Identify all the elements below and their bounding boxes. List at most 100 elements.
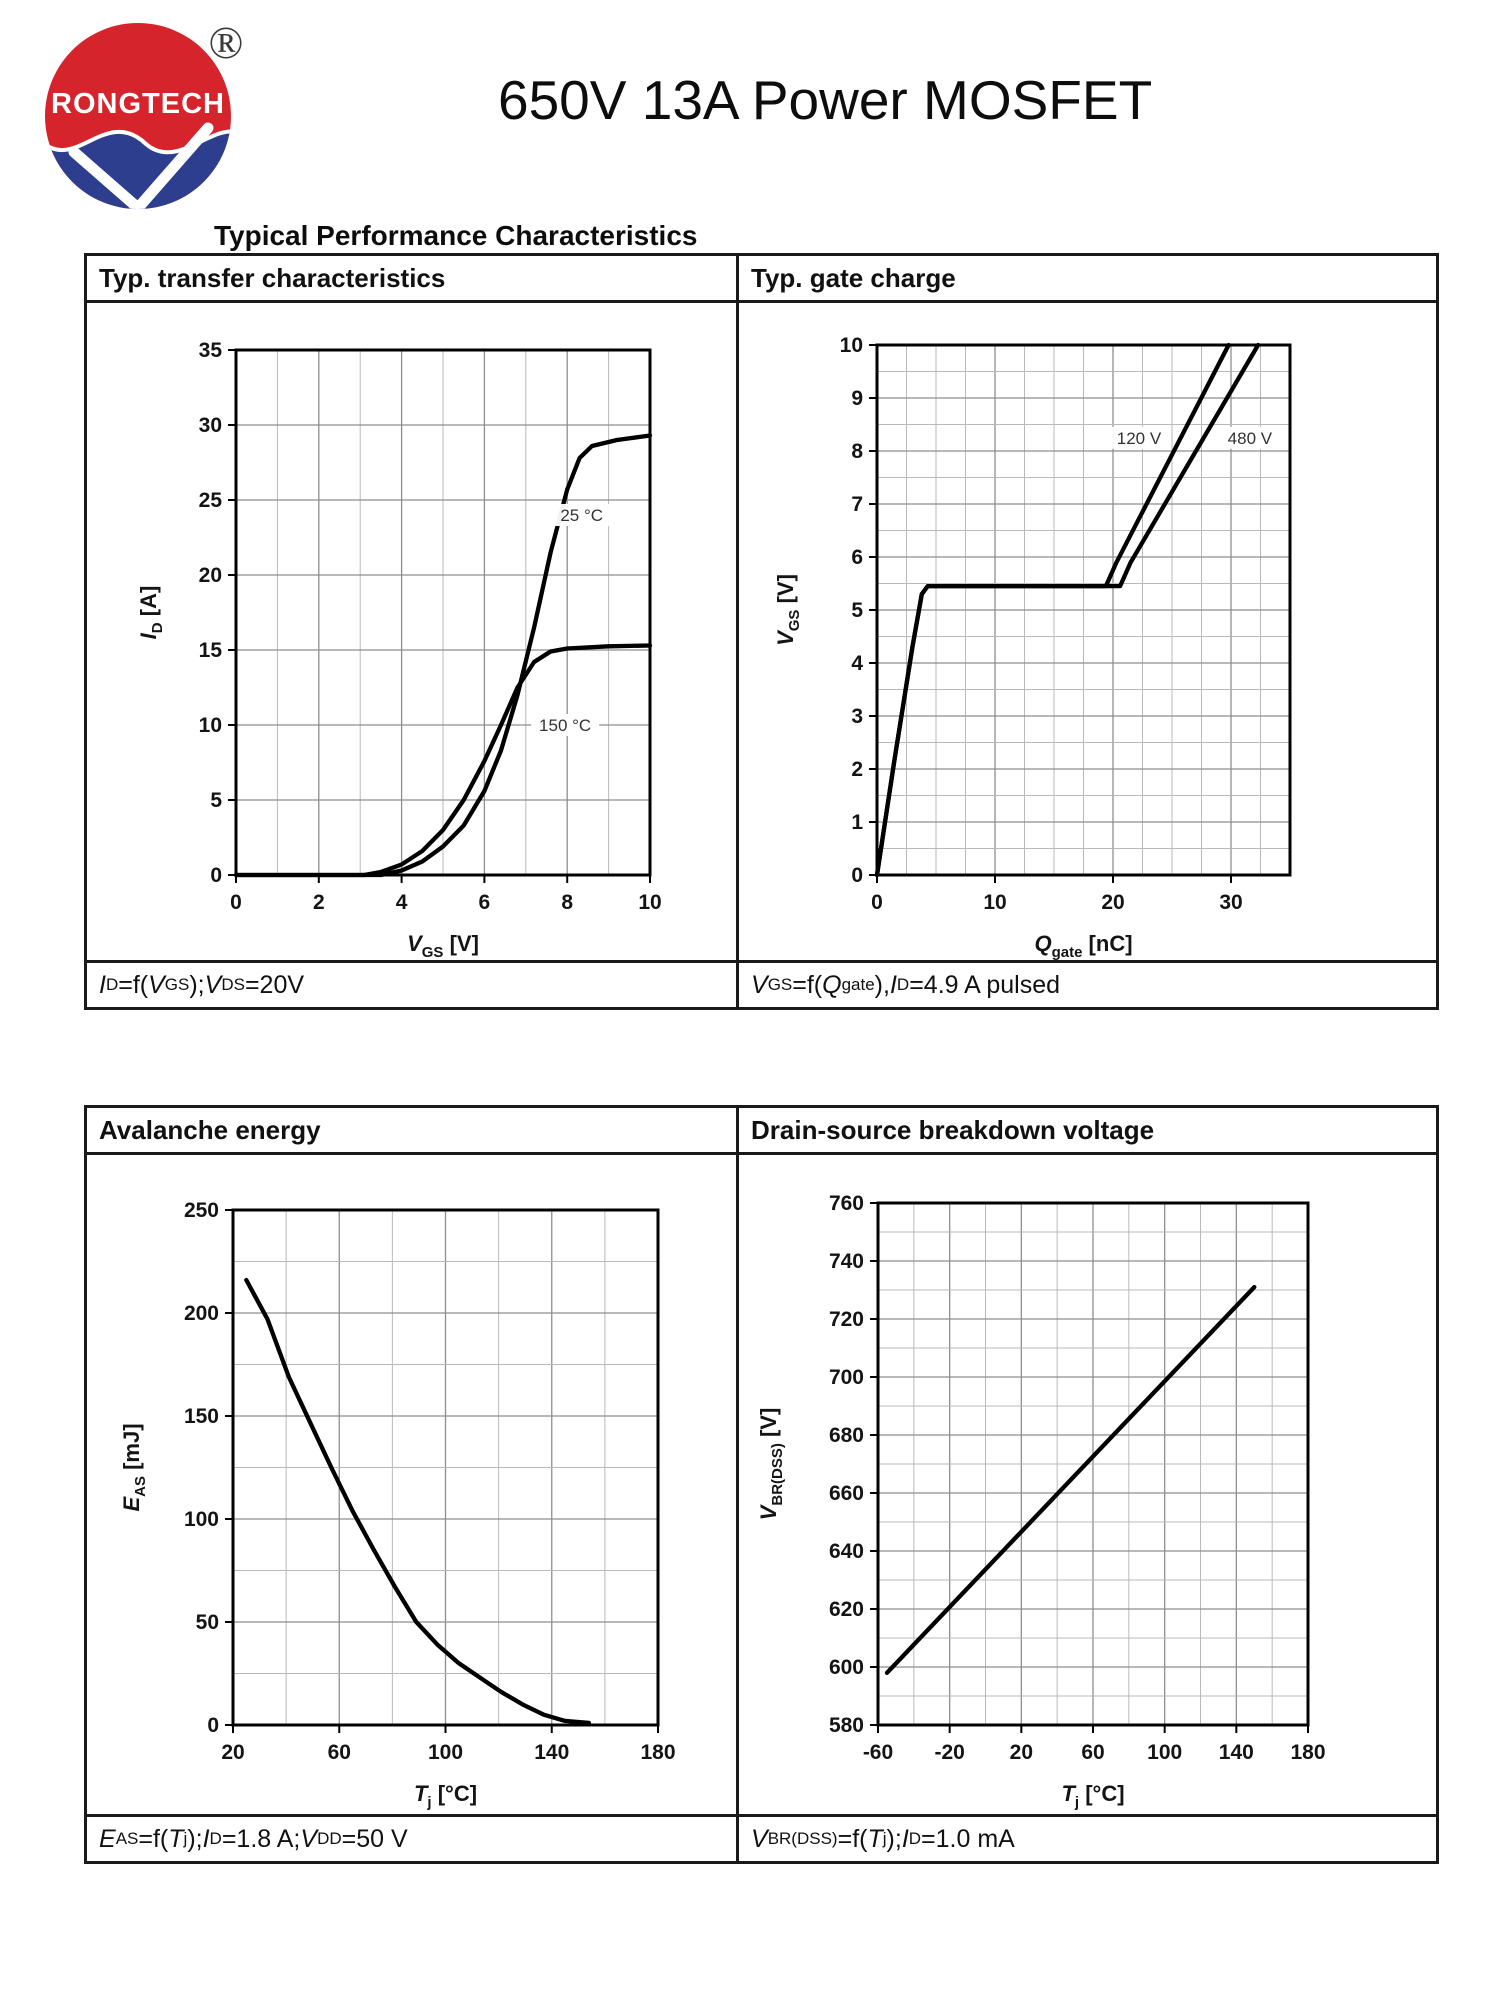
avalanche-energy-chart: 20 60 100 140 180 0 50 100 150 200 250 Tj [°C] EAS [… bbox=[119, 1199, 676, 1811]
table-body-row bbox=[87, 1155, 1436, 1814]
svg-text:25: 25 bbox=[199, 489, 223, 512]
panel-header-avalanche: Avalanche energy bbox=[87, 1108, 739, 1152]
svg-text:140: 140 bbox=[1219, 1741, 1254, 1764]
svg-text:760: 760 bbox=[829, 1192, 864, 1215]
svg-text:4: 4 bbox=[851, 652, 863, 675]
svg-text:VGS [V]: VGS [V] bbox=[407, 931, 479, 961]
chart-cell-avalanche bbox=[87, 1155, 739, 1814]
svg-text:10: 10 bbox=[983, 891, 1006, 914]
svg-text:180: 180 bbox=[1290, 1741, 1325, 1764]
svg-text:180: 180 bbox=[640, 1741, 675, 1764]
svg-text:10: 10 bbox=[199, 714, 222, 737]
svg-text:150 °C: 150 °C bbox=[539, 716, 591, 735]
panel-header-transfer: Typ. transfer characteristics bbox=[87, 256, 739, 300]
svg-text:660: 660 bbox=[829, 1482, 864, 1505]
svg-text:120 V: 120 V bbox=[1117, 429, 1162, 448]
svg-text:8: 8 bbox=[561, 891, 573, 914]
svg-text:-20: -20 bbox=[934, 1741, 964, 1764]
svg-text:60: 60 bbox=[328, 1741, 351, 1764]
svg-text:35: 35 bbox=[199, 339, 223, 362]
svg-text:15: 15 bbox=[199, 639, 223, 662]
svg-text:Qgate [nC]: Qgate [nC] bbox=[1034, 931, 1132, 961]
breakdown-voltage-chart: -60 -20 20 60 100 140 180 580 600 620 640 660 680 700… bbox=[756, 1192, 1326, 1811]
svg-text:4: 4 bbox=[396, 891, 408, 914]
gate-charge-chart: 0 10 20 30 0 1 2 3 4 5 6 7 8 9 10 120 V 480 V Qgate [nC] V… bbox=[773, 334, 1292, 961]
section-heading: Typical Performance Characteristics bbox=[214, 220, 698, 251]
svg-text:Tj [°C]: Tj [°C] bbox=[414, 1781, 477, 1811]
svg-text:6: 6 bbox=[851, 546, 863, 569]
svg-text:50: 50 bbox=[196, 1611, 219, 1634]
svg-text:60: 60 bbox=[1081, 1741, 1104, 1764]
svg-text:20: 20 bbox=[1101, 891, 1124, 914]
performance-table-top: Typ. transfer characteristics Typ. gate … bbox=[84, 253, 1439, 1010]
svg-text:Tj [°C]: Tj [°C] bbox=[1061, 1781, 1124, 1811]
table-header-row: Typ. transfer characteristics Typ. gate … bbox=[87, 256, 1436, 303]
svg-text:2: 2 bbox=[313, 891, 325, 914]
transfer-characteristics-chart: 0 2 4 6 8 10 0 5 10 15 20 25 30 35 25 °C 150 °C VGS [V] I… bbox=[136, 339, 662, 961]
svg-text:1: 1 bbox=[851, 811, 863, 834]
registered-mark-icon: ® bbox=[209, 17, 244, 68]
logo-wave-group bbox=[45, 122, 231, 209]
svg-text:200: 200 bbox=[184, 1302, 219, 1325]
svg-text:0: 0 bbox=[871, 891, 883, 914]
panel-header-breakdown: Drain-source breakdown voltage bbox=[739, 1108, 1436, 1152]
svg-text:150: 150 bbox=[184, 1405, 219, 1428]
svg-text:0: 0 bbox=[207, 1714, 219, 1737]
svg-text:10: 10 bbox=[840, 334, 863, 357]
svg-text:20: 20 bbox=[199, 564, 222, 587]
svg-text:9: 9 bbox=[851, 387, 863, 410]
svg-text:480 V: 480 V bbox=[1228, 429, 1273, 448]
brand-logo: RONGTECH ® bbox=[45, 17, 244, 209]
svg-text:700: 700 bbox=[829, 1366, 864, 1389]
svg-text:5: 5 bbox=[210, 789, 222, 812]
svg-text:640: 640 bbox=[829, 1540, 864, 1563]
table-header-row: Avalanche energy Drain-source breakdown … bbox=[87, 1108, 1436, 1155]
svg-text:3: 3 bbox=[851, 705, 863, 728]
caption-transfer: I D =f(V GS); V DS =20V bbox=[87, 963, 739, 1007]
svg-text:VBR(DSS) [V]: VBR(DSS) [V] bbox=[756, 1408, 786, 1521]
svg-text:580: 580 bbox=[829, 1714, 864, 1737]
svg-text:10: 10 bbox=[638, 891, 661, 914]
svg-text:720: 720 bbox=[829, 1308, 864, 1331]
page-title: 650V 13A Power MOSFET bbox=[498, 69, 1153, 131]
svg-text:25 °C: 25 °C bbox=[560, 506, 603, 525]
panel-header-label: Avalanche energy bbox=[99, 1114, 321, 1145]
svg-text:VGS [V]: VGS [V] bbox=[773, 574, 803, 646]
svg-text:140: 140 bbox=[534, 1741, 569, 1764]
table-body-row bbox=[87, 303, 1436, 960]
svg-text:ID [A]: ID [A] bbox=[136, 586, 166, 640]
logo-check-icon bbox=[68, 122, 214, 209]
chart-cell-transfer bbox=[87, 303, 739, 960]
svg-text:100: 100 bbox=[428, 1741, 463, 1764]
svg-text:100: 100 bbox=[184, 1508, 219, 1531]
svg-text:7: 7 bbox=[851, 493, 863, 516]
svg-text:6: 6 bbox=[479, 891, 491, 914]
panel-header-label: Typ. gate charge bbox=[751, 262, 956, 293]
svg-text:600: 600 bbox=[829, 1656, 864, 1679]
svg-text:620: 620 bbox=[829, 1598, 864, 1621]
svg-text:0: 0 bbox=[851, 864, 863, 887]
panel-header-label: Typ. transfer characteristics bbox=[99, 262, 446, 293]
svg-text:250: 250 bbox=[184, 1199, 219, 1222]
svg-text:2: 2 bbox=[851, 758, 863, 781]
svg-text:30: 30 bbox=[1219, 891, 1242, 914]
svg-text:740: 740 bbox=[829, 1250, 864, 1273]
panel-header-label: Drain-source breakdown voltage bbox=[751, 1114, 1155, 1145]
svg-text:680: 680 bbox=[829, 1424, 864, 1447]
performance-table-bottom: Avalanche energy Drain-source breakdown … bbox=[84, 1105, 1439, 1864]
svg-text:20: 20 bbox=[1010, 1741, 1033, 1764]
svg-text:-60: -60 bbox=[863, 1741, 893, 1764]
svg-text:EAS [mJ]: EAS [mJ] bbox=[119, 1423, 149, 1511]
svg-text:0: 0 bbox=[210, 864, 222, 887]
svg-text:30: 30 bbox=[199, 414, 222, 437]
panel-header-gate-charge: Typ. gate charge bbox=[739, 256, 1436, 300]
svg-text:20: 20 bbox=[221, 1741, 244, 1764]
svg-text:0: 0 bbox=[230, 891, 242, 914]
svg-text:8: 8 bbox=[851, 440, 863, 463]
